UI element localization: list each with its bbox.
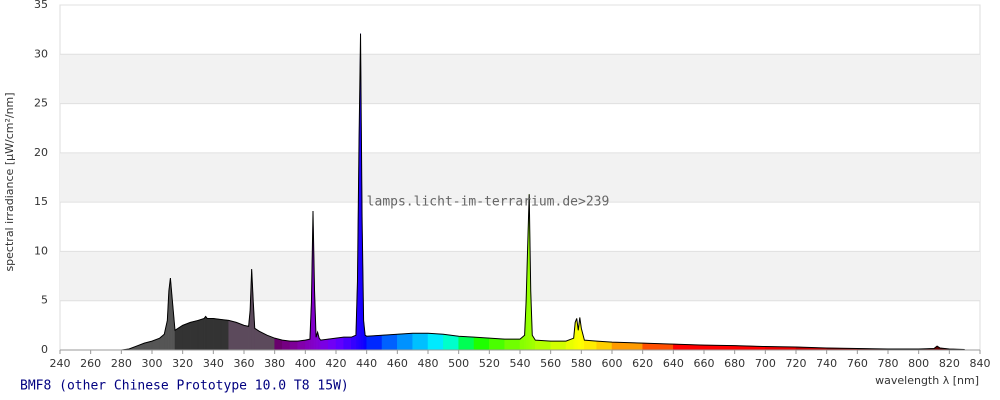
x-tick-label: 600 [602,357,623,370]
x-tick-label: 400 [295,357,316,370]
grid-band [60,251,980,301]
x-tick-label: 660 [694,357,715,370]
x-tick-label: 520 [479,357,500,370]
grid-band [60,54,980,104]
spectrum-segment [190,320,199,351]
x-tick-label: 460 [387,357,408,370]
spectrum-segment [213,318,222,351]
spectrum-segment [550,340,567,351]
x-tick-label: 300 [142,357,163,370]
x-tick-label: 760 [847,357,868,370]
spectrum-segment [584,339,597,351]
spectrum-segment [535,339,551,351]
x-tick-label: 700 [755,357,776,370]
spectrum-segment [179,324,183,351]
x-tick-label: 340 [203,357,224,370]
y-tick-label: 20 [34,146,48,159]
chart-title: BMF8 (other Chinese Prototype 10.0 T8 15… [20,379,349,394]
x-tick-label: 740 [816,357,837,370]
spectrum-segment [458,335,475,351]
y-tick-label: 10 [34,244,48,257]
x-tick-label: 480 [418,357,439,370]
spectrum-segment [328,337,337,351]
x-tick-label: 640 [663,357,684,370]
spectrum-segment [427,332,444,351]
spectrum-segment [397,332,413,351]
x-axis-label: wavelength λ [nm] [875,374,979,387]
x-tick-label: 540 [510,357,531,370]
x-tick-label: 560 [540,357,561,370]
spectrum-segment [236,322,245,351]
spectrum-segment [220,319,229,351]
spectrum-segment [504,338,521,351]
spectrum-segment [412,332,429,351]
x-tick-label: 820 [939,357,960,370]
x-tick-label: 840 [970,357,991,370]
x-tick-label: 420 [326,357,347,370]
spectrum-segment [174,326,180,351]
spectrum-segment [443,333,459,351]
grid-band [60,152,980,203]
spectrum-segment [243,325,249,351]
spectrum-segment [297,339,306,351]
spectrum-segment [206,318,214,351]
axes: 0 5 10 15 20 25 30 35 240 260 280 300 320 340 360 380 40… [34,0,991,370]
x-tick-label: 720 [786,357,807,370]
spectrum-segment [473,336,490,351]
x-tick-label: 500 [448,357,469,370]
y-tick-label: 0 [41,343,48,356]
x-tick-label: 280 [111,357,132,370]
watermark: lamps.licht-im-terrarium.de>239 [367,195,610,210]
y-tick-label: 25 [34,97,48,110]
spectrum-segment [366,334,383,351]
x-tick-label: 260 [80,357,101,370]
x-tick-label: 580 [571,357,592,370]
spectrum-segment [305,338,311,351]
spectrum-segment [381,333,398,351]
spectrum-segment [489,337,505,351]
x-tick-label: 620 [632,357,653,370]
x-tick-label: 780 [878,357,899,370]
x-tick-label: 320 [172,357,193,370]
spectrum-segment [182,322,191,351]
x-tick-label: 680 [724,357,745,370]
spectrum-segment [254,327,260,351]
x-tick-label: 240 [50,357,71,370]
y-tick-label: 5 [41,294,48,307]
x-tick-label: 800 [908,357,929,370]
spectrum-segment [289,340,298,351]
spectrum-segment [343,336,352,351]
spectrum-segment [335,336,344,351]
y-tick-label: 35 [34,0,48,11]
spectrum-segment [197,318,205,351]
x-tick-label: 360 [234,357,255,370]
x-tick-label: 380 [264,357,285,370]
plot-background [59,4,981,351]
spectrum-segment [320,338,329,351]
spectrum-segment [228,320,237,351]
spectrum-outline [121,33,965,351]
spectrum-segment [282,339,291,351]
x-tick-label: 440 [356,357,377,370]
y-tick-label: 15 [34,195,48,208]
plot [121,33,965,351]
y-axis-label: spectral irradiance [µW/cm²/nm] [3,92,16,271]
y-tick-label: 30 [34,47,48,60]
